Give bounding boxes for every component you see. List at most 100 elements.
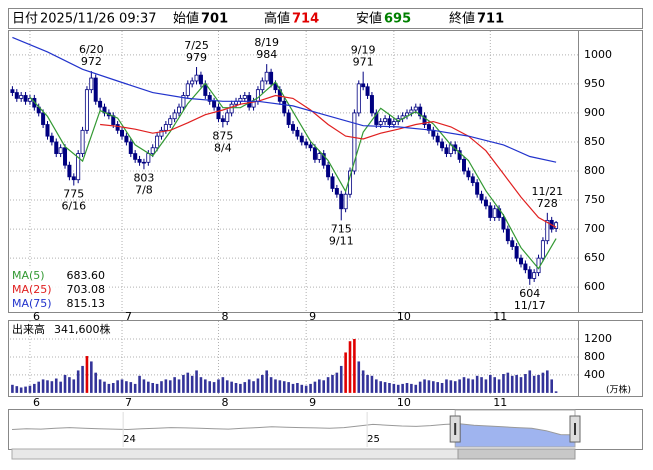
candle-body xyxy=(190,80,195,85)
candle-body xyxy=(168,118,173,125)
volume-bar xyxy=(103,381,106,393)
candle-body xyxy=(545,219,550,242)
volume-bar xyxy=(335,372,339,393)
navigator-line xyxy=(11,423,576,436)
candle-body xyxy=(457,150,462,160)
volume-bar xyxy=(541,372,545,393)
candle-body xyxy=(317,153,322,160)
candle-body xyxy=(378,121,383,125)
annotation-date: 8/19 xyxy=(254,36,279,49)
volume-bar xyxy=(147,381,150,393)
candle-body xyxy=(435,135,440,143)
candle-body xyxy=(273,83,278,91)
candle-body xyxy=(475,182,480,195)
candle-body xyxy=(84,89,89,131)
price-panel xyxy=(8,30,643,313)
scroll-thumb[interactable] xyxy=(457,448,576,460)
volume-bar xyxy=(278,380,282,393)
volume-bar xyxy=(287,382,290,393)
volume-bar xyxy=(322,380,326,393)
y-tick-label: 900 xyxy=(584,106,605,119)
candle-body xyxy=(523,263,528,271)
volume-bar xyxy=(432,381,435,393)
x-tick-label: 8 xyxy=(221,396,228,409)
volume-bar xyxy=(168,380,172,393)
candle-body xyxy=(41,112,46,125)
volume-bar xyxy=(467,378,470,393)
annotation-date: 9/11 xyxy=(329,234,354,247)
legend-value: 703.08 xyxy=(67,283,106,296)
annotation-value: 979 xyxy=(186,51,207,64)
header-box xyxy=(8,8,643,29)
volume-bar xyxy=(353,338,356,393)
y-tick-label: 850 xyxy=(584,135,605,148)
candle-body xyxy=(49,135,54,143)
legend-label: MA(5) xyxy=(12,269,45,282)
candle-body xyxy=(299,135,304,143)
volume-bar xyxy=(212,382,216,393)
candle-body xyxy=(409,109,414,114)
volume-bar xyxy=(247,379,251,393)
x-tick-label: 9 xyxy=(309,310,316,323)
candle-body xyxy=(291,124,296,131)
candle-body xyxy=(255,89,260,102)
annotation-date: 6/20 xyxy=(79,43,104,56)
annotation-value: 984 xyxy=(256,48,277,61)
volume-bar xyxy=(423,379,426,393)
volume-bar xyxy=(375,379,378,393)
volume-bar xyxy=(449,380,453,393)
volume-bar xyxy=(546,370,549,393)
volume-bar xyxy=(230,381,233,393)
volume-bar xyxy=(208,381,212,393)
y-tick-label: 600 xyxy=(584,280,605,293)
y-tick-label: 400 xyxy=(584,368,605,381)
ma-line xyxy=(100,94,557,228)
volume-bar xyxy=(313,381,317,393)
volume-bar xyxy=(54,378,58,393)
candle-body xyxy=(470,176,475,184)
volume-bar xyxy=(506,372,510,393)
volume-bar xyxy=(41,379,45,393)
candle-body xyxy=(146,153,151,163)
candle-body xyxy=(295,129,300,137)
candle-body xyxy=(260,80,265,91)
candle-body xyxy=(185,83,190,96)
annotation-date: 7/8 xyxy=(135,183,153,196)
volume-bar xyxy=(484,379,488,393)
candle-body xyxy=(413,106,418,111)
candle-body xyxy=(308,144,313,149)
candle-body xyxy=(536,257,541,274)
candle-body xyxy=(492,208,497,218)
volume-bar xyxy=(519,377,523,393)
volume-bar xyxy=(537,374,540,393)
volume-bar xyxy=(475,375,479,393)
candle-body xyxy=(198,74,203,85)
volume-bar xyxy=(151,383,155,393)
header-label: 日付 xyxy=(12,12,38,27)
volume-bar xyxy=(331,374,334,393)
volume-bar xyxy=(515,374,518,393)
volume-bar xyxy=(440,383,444,393)
volume-bar xyxy=(81,365,84,393)
header-label: 高値 xyxy=(264,11,290,27)
volume-bar xyxy=(418,381,422,393)
annotation-value: 875 xyxy=(212,129,233,142)
volume-bar xyxy=(401,383,404,393)
volume-bar xyxy=(195,370,198,393)
candle-body xyxy=(334,188,339,195)
candle-body xyxy=(58,147,63,154)
candle-body xyxy=(501,217,506,230)
volume-bar xyxy=(85,356,89,393)
candle-body xyxy=(352,112,357,172)
volume-bar xyxy=(427,380,431,393)
volume-bar xyxy=(510,375,514,393)
volume-bar xyxy=(164,379,168,393)
candle-body xyxy=(172,112,177,120)
candle-body xyxy=(133,153,138,160)
volume-bar xyxy=(550,379,553,393)
x-tick-label: 7 xyxy=(125,310,132,323)
candle-body xyxy=(483,199,488,207)
candle-body xyxy=(194,74,199,82)
volume-bar xyxy=(15,386,19,393)
